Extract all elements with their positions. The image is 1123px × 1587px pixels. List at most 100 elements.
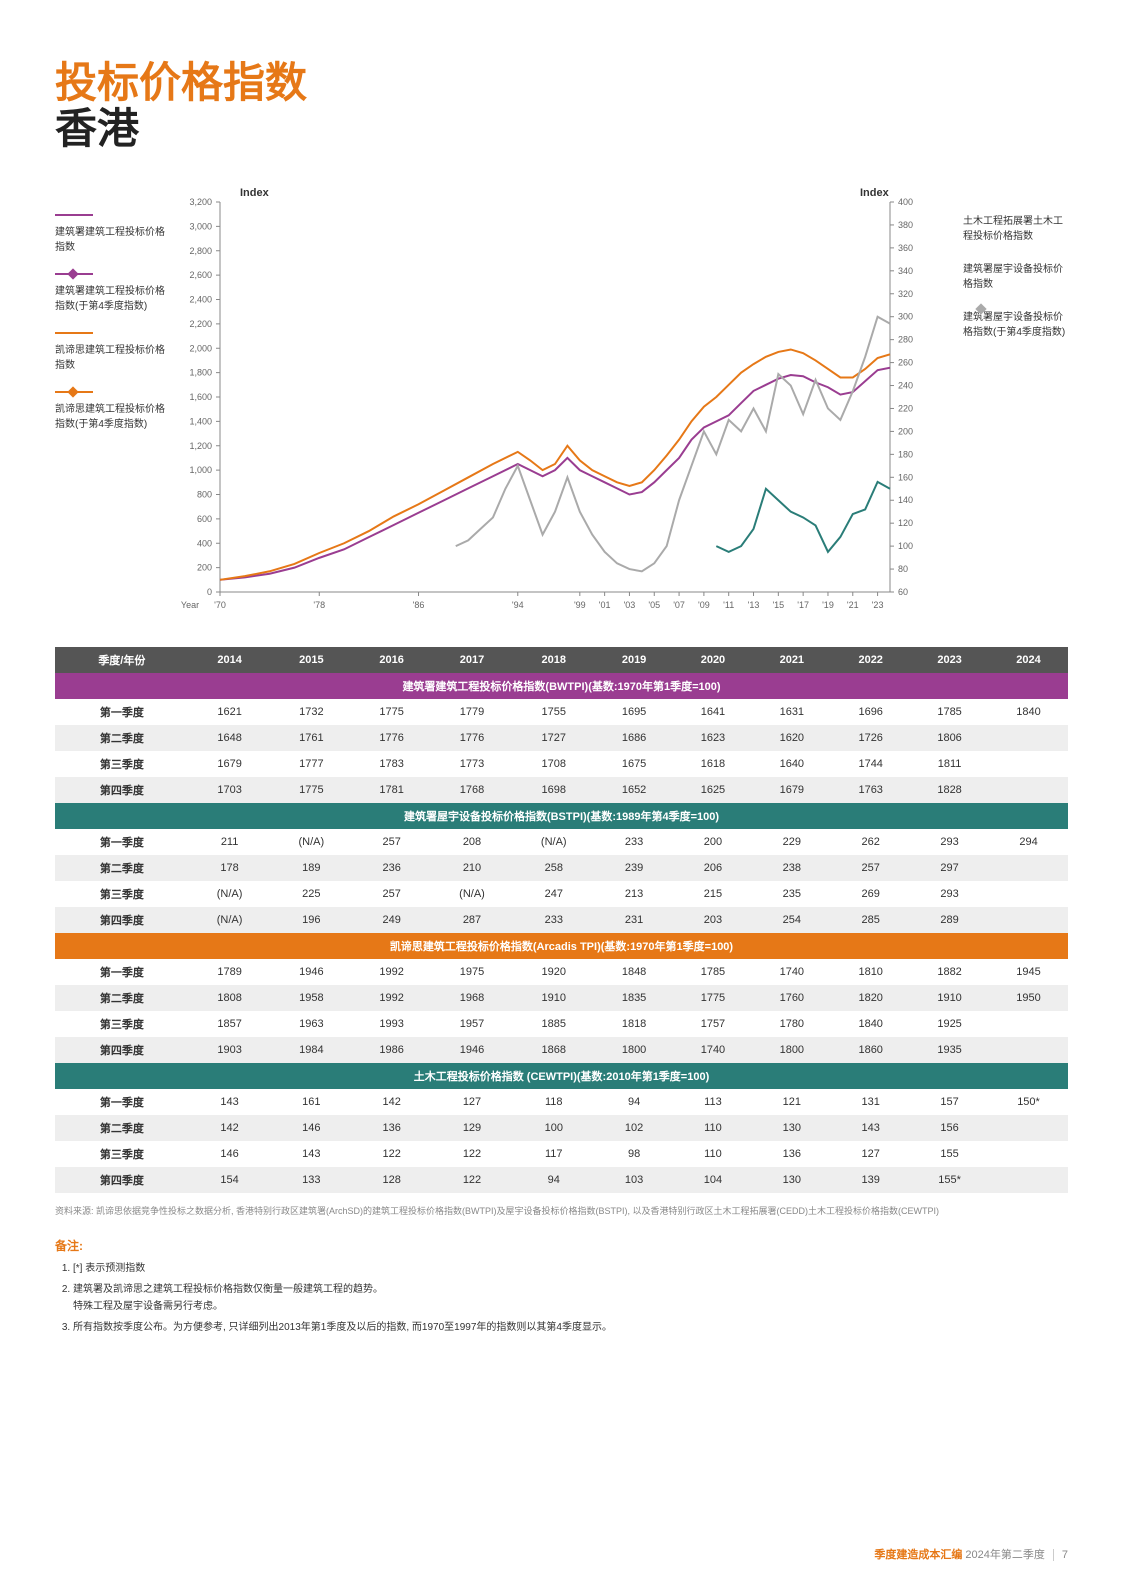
svg-text:380: 380 [898,220,913,230]
svg-text:0: 0 [207,587,212,597]
table-cell: 142 [189,1115,271,1141]
table-cell: 233 [513,907,595,933]
table-cell: 257 [352,881,431,907]
svg-text:60: 60 [898,587,908,597]
table-cell [989,1141,1068,1167]
table-cell [989,1037,1068,1063]
table-cell: 121 [752,1089,831,1115]
svg-text:400: 400 [197,539,212,549]
table-cell: 285 [831,907,910,933]
table-cell [989,881,1068,907]
table-cell: 236 [352,855,431,881]
table-cell: 1679 [752,777,831,803]
table-cell: 203 [674,907,753,933]
table-cell: 1640 [752,751,831,777]
table-cell: 113 [674,1089,753,1115]
svg-text:Index: Index [240,187,270,199]
table-cell: 1698 [513,777,595,803]
table-cell: 1686 [595,725,674,751]
table-cell: 1727 [513,725,595,751]
table-cell: 1641 [674,699,753,725]
notes-header: 备注: [55,1237,1068,1254]
table-cell: 131 [831,1089,910,1115]
table-cell: 1810 [831,959,910,985]
table-cell: 206 [674,855,753,881]
svg-text:'09: '09 [698,600,710,610]
table-section-row: 建筑署屋宇设备投标价格指数(BSTPI)(基数:1989年第4季度=100) [55,803,1068,829]
svg-text:'15: '15 [772,600,784,610]
svg-text:3,000: 3,000 [189,222,212,232]
table-cell: 1775 [270,777,352,803]
svg-text:'99: '99 [574,600,586,610]
table-row: 第二季度164817611776177617271686162316201726… [55,725,1068,751]
table-cell: 1761 [270,725,352,751]
svg-text:3,200: 3,200 [189,197,212,207]
svg-text:1,200: 1,200 [189,441,212,451]
table-cell: 146 [189,1141,271,1167]
table-cell: 1806 [910,725,989,751]
table-cell: 1763 [831,777,910,803]
footer: 季度建造成本汇编 2024年第二季度7 [874,1546,1068,1562]
table-cell: 1740 [674,1037,753,1063]
legend-item: 凯谛思建筑工程投标价格指数(于第4季度指数) [55,389,165,430]
table-header-cell: 2014 [189,647,271,673]
table-row: 第四季度190319841986194618681800174018001860… [55,1037,1068,1063]
table-cell: 1726 [831,725,910,751]
table-cell: 1868 [513,1037,595,1063]
table-cell: 1882 [910,959,989,985]
table-row: 第二季度180819581992196819101835177517601820… [55,985,1068,1011]
table-cell: 117 [513,1141,595,1167]
svg-text:260: 260 [898,358,913,368]
table-cell: 第二季度 [55,985,189,1011]
table-cell: 122 [352,1141,431,1167]
svg-text:'78: '78 [313,600,325,610]
table-cell: 1946 [270,959,352,985]
table-cell: 146 [270,1115,352,1141]
table-cell: 210 [431,855,513,881]
table-cell: 257 [831,855,910,881]
svg-text:'13: '13 [748,600,760,610]
table-cell: 102 [595,1115,674,1141]
table-cell: 1618 [674,751,753,777]
table-cell [989,907,1068,933]
table-cell: 196 [270,907,352,933]
table-cell: 118 [513,1089,595,1115]
svg-text:80: 80 [898,564,908,574]
svg-text:2,600: 2,600 [189,271,212,281]
table-cell: 133 [270,1167,352,1193]
table-cell: 1783 [352,751,431,777]
svg-text:220: 220 [898,404,913,414]
table-section-row: 土木工程投标价格指数 (CEWTPI)(基数:2010年第1季度=100) [55,1063,1068,1089]
table-cell: 1732 [270,699,352,725]
table-cell: 1652 [595,777,674,803]
source-text: 资料来源: 凯谛思依据竞争性投标之数据分析, 香港特别行政区建筑署(ArchSD… [55,1205,1068,1219]
svg-text:160: 160 [898,473,913,483]
table-row: 第一季度162117321775177917551695164116311696… [55,699,1068,725]
table-cell: (N/A) [189,881,271,907]
table-cell: 1986 [352,1037,431,1063]
table-cell: 143 [831,1115,910,1141]
table-cell: 161 [270,1089,352,1115]
table-cell: 189 [270,855,352,881]
table-cell: 98 [595,1141,674,1167]
table-cell: 1957 [431,1011,513,1037]
table-cell: 1910 [910,985,989,1011]
table-cell: 1984 [270,1037,352,1063]
table-cell [989,1167,1068,1193]
table-cell: 第三季度 [55,751,189,777]
table-cell: 127 [831,1141,910,1167]
table-cell: 233 [595,829,674,855]
svg-text:240: 240 [898,381,913,391]
svg-text:2,000: 2,000 [189,344,212,354]
table-cell: 178 [189,855,271,881]
table-cell: 94 [595,1089,674,1115]
table-cell: 297 [910,855,989,881]
table-cell: 150* [989,1089,1068,1115]
table-cell: 110 [674,1115,753,1141]
table-cell: 1820 [831,985,910,1011]
data-table: 季度/年份20142015201620172018201920202021202… [55,647,1068,1193]
table-cell: 208 [431,829,513,855]
table-cell: 第一季度 [55,699,189,725]
svg-text:340: 340 [898,266,913,276]
table-header-cell: 2018 [513,647,595,673]
